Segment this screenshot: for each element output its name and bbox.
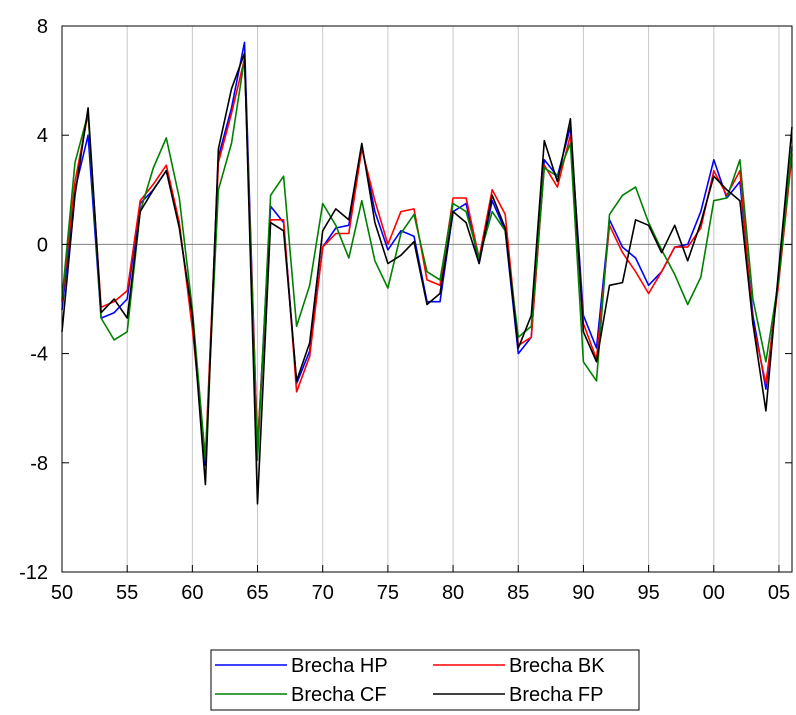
x-tick-label: 05 <box>768 582 790 604</box>
y-tick-label: 0 <box>37 234 48 256</box>
x-tick-label: 00 <box>703 582 725 604</box>
series-line-brecha-hp <box>61 41 793 467</box>
grid-lines <box>126 26 780 572</box>
x-tick-label: 85 <box>507 582 529 604</box>
x-axis: 50 55 60 65 70 75 80 85 90 95 00 05 <box>51 565 790 604</box>
y-tick-label: -12 <box>19 562 48 584</box>
series-lines <box>61 41 793 505</box>
y-tick-label: -4 <box>30 344 48 366</box>
x-tick-label: 60 <box>181 582 203 604</box>
x-tick-label: 50 <box>51 582 73 604</box>
x-tick-label: 70 <box>312 582 334 604</box>
x-tick-label: 75 <box>377 582 399 604</box>
series-line-brecha-fp <box>61 52 793 505</box>
legend-label: Brecha HP <box>291 655 388 677</box>
legend-label: Brecha FP <box>509 684 603 706</box>
legend: Brecha HP Brecha BK Brecha CF Brecha FP <box>210 649 640 711</box>
x-tick-label: 95 <box>637 582 659 604</box>
legend-box <box>210 649 640 711</box>
series-line-brecha-bk <box>61 57 793 459</box>
y-tick-label: 8 <box>37 16 48 38</box>
legend-label: Brecha CF <box>291 684 387 706</box>
x-tick-label: 90 <box>572 582 594 604</box>
x-tick-label: 65 <box>246 582 268 604</box>
y-tick-label: 4 <box>37 125 48 147</box>
y-tick-label: -8 <box>30 453 48 475</box>
legend-label: Brecha BK <box>509 655 605 677</box>
x-tick-label: 55 <box>116 582 138 604</box>
y-axis: -12 -8 -4 0 4 8 <box>19 16 792 584</box>
x-tick-label: 80 <box>442 582 464 604</box>
plot-frame <box>61 25 793 573</box>
series-line-brecha-cf <box>61 57 793 461</box>
